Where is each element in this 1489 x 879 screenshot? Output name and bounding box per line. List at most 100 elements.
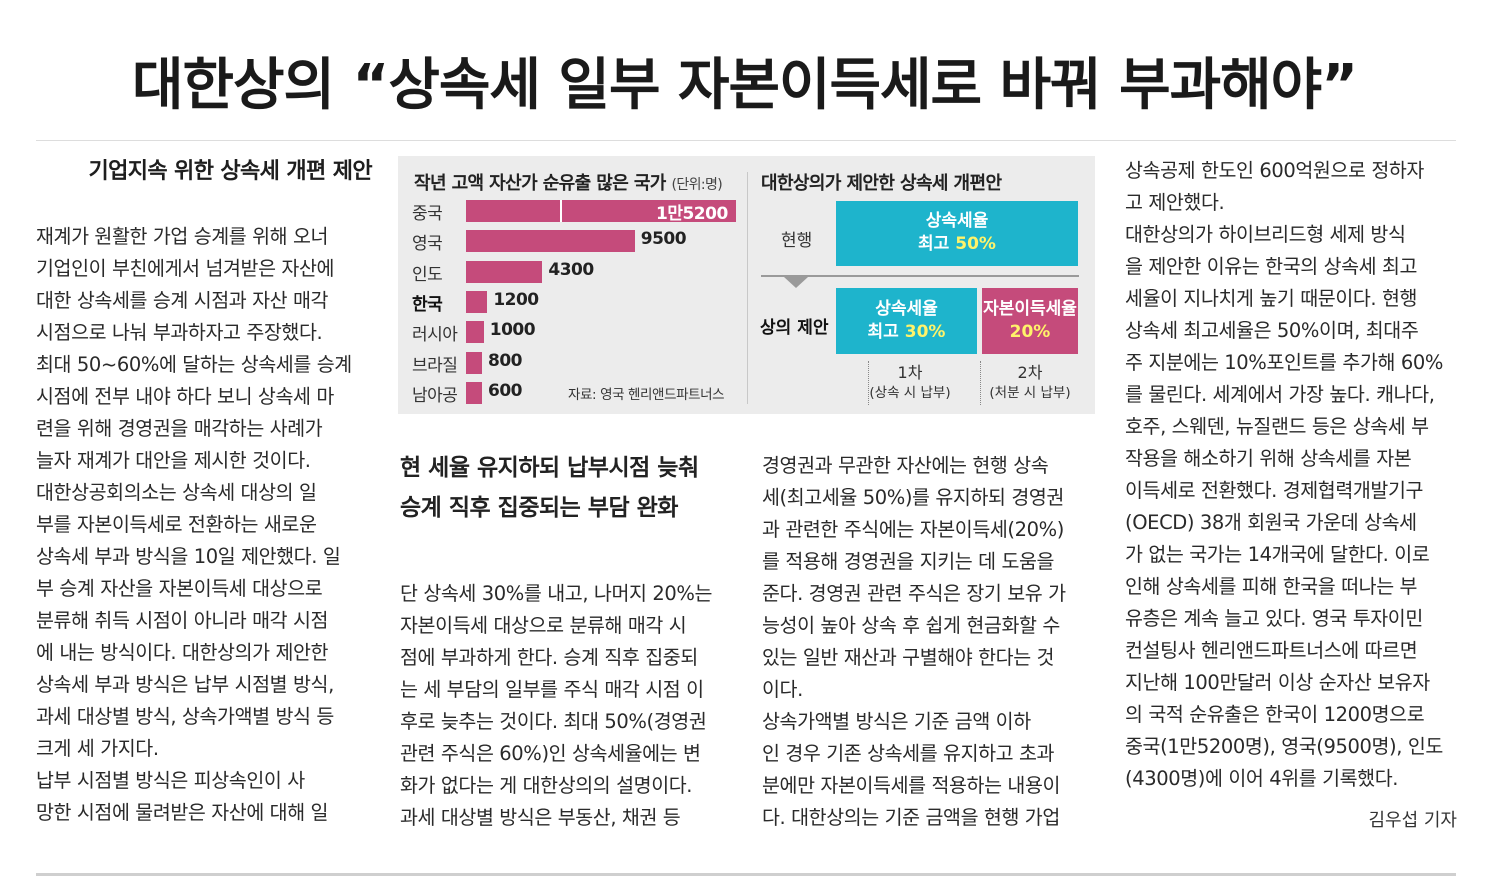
article-line: 과세 대상별 방식은 부동산, 채권 등 <box>400 806 681 829</box>
article-line: 련을 위해 경영권을 매각하는 사례가 <box>36 417 323 440</box>
article-line: 대한상의가 하이브리드형 세제 방식 <box>1125 223 1406 246</box>
article-line: 납부 시점별 방식은 피상속인이 사 <box>36 769 305 792</box>
article-line: 작용을 해소하기 위해 상속세를 자본 <box>1125 447 1412 470</box>
article-line: 의 국적 순유출은 한국이 1200명으로 <box>1125 703 1425 726</box>
article-line: 점에 부과하게 한다. 승계 직후 집중되 <box>400 646 698 669</box>
chart-title-text: 작년 고액 자산가 순유출 많은 국가 <box>414 173 666 194</box>
stage1-rate-line1: 상속세율 <box>875 299 938 319</box>
article-line: 주 지분에는 10%포인트를 추가해 60% <box>1125 351 1443 374</box>
headline: 대한상의 “상속세 일부 자본이득세로 바꿔 부과해야” <box>131 53 1358 118</box>
article-line: (4300명)에 이어 4위를 기록했다. <box>1125 767 1399 790</box>
article-line: 를 적용해 경영권을 지키는 데 도움을 <box>762 550 1055 573</box>
article-line: 고 제안했다. <box>1125 191 1225 214</box>
mid-heading-line: 승계 직후 집중되는 부담 완화 <box>400 495 678 521</box>
article-line: 호주, 스웨덴, 뉴질랜드 등은 상속세 부 <box>1125 415 1429 438</box>
stage1-sublabel: (상속 시 납부) <box>869 385 951 401</box>
article-line: 늘자 재계가 대안을 제시한 것이다. <box>36 449 311 472</box>
article-line: 세(최고세율 50%)를 유지하되 경영권 <box>762 486 1064 509</box>
current-rate-line1: 상속세율 <box>925 211 989 231</box>
bar-value-label: 1000 <box>489 320 536 341</box>
article-line: 분에만 자본이득세를 적용하는 내용이 <box>762 774 1061 797</box>
article-line: 기업인이 부친에게서 넘겨받은 자산에 <box>36 257 335 280</box>
byline: 김우섭 기자 <box>1368 810 1457 831</box>
article-line: 유층은 계속 늘고 있다. 영국 투자이민 <box>1125 607 1423 630</box>
chart-source: 자료: 영국 헨리앤드파트너스 <box>568 387 725 403</box>
article-line: 후로 늦추는 것이다. 최대 50%(경영권 <box>400 710 707 733</box>
bar-value-label: 1만5200 <box>656 204 728 224</box>
current-rate-box: 상속세율 최고 50% <box>836 201 1078 266</box>
stage1-label: 1차 (상속 시 납부) <box>860 363 960 403</box>
bar-break-mark <box>560 200 562 222</box>
bar-category-label: 남아공 <box>412 385 458 406</box>
stage1-rate-line2: 최고 30% <box>867 322 946 342</box>
article-line: 크게 세 가지다. <box>36 737 159 760</box>
article-line: (OECD) 38개 회원국 가운데 상속세 <box>1125 511 1417 534</box>
mid-heading: 현 세율 유지하되 납부시점 늦춰 승계 직후 집중되는 부담 완화 <box>400 448 740 528</box>
article-line: 재계가 원활한 가업 승계를 위해 오너 <box>36 225 329 248</box>
bar <box>466 260 543 283</box>
article-line: 컨설팅사 헨리앤드파트너스에 따르면 <box>1125 639 1418 662</box>
article-line: 이다. <box>762 678 803 701</box>
article-line: 를 물린다. 세계에서 가장 높다. 캐나다, <box>1125 383 1435 406</box>
article-line: 중국(1만5200명), 영국(9500명), 인도 <box>1125 735 1443 758</box>
proposal-label: 상의 제안 <box>760 318 829 338</box>
bar-category-label: 중국 <box>412 204 443 224</box>
stage2-rate-box: 자본이득세율 20% <box>982 288 1078 354</box>
article-line: 시점에 전부 내야 하다 보니 상속세 마 <box>36 385 334 408</box>
bar <box>466 290 488 313</box>
article-line: 최대 50~60%에 달하는 상속세를 승계 <box>36 353 352 376</box>
article-line: 대한 상속세를 승계 시점과 자산 매각 <box>36 289 329 312</box>
article-line: 인 경우 기존 상속세를 유지하고 초과 <box>762 742 1055 765</box>
mid-heading-line: 현 세율 유지하되 납부시점 늦춰 <box>400 455 699 481</box>
bar <box>466 381 482 404</box>
article-line: 상속세 부과 방식은 납부 시점별 방식, <box>36 673 334 696</box>
bar-category-label: 영국 <box>412 234 443 255</box>
current-label: 현행 <box>781 231 813 251</box>
article-line: 부를 자본이득세로 전환하는 새로운 <box>36 513 317 536</box>
article-line: 상속공제 한도인 600억원으로 정하자 <box>1125 159 1424 182</box>
article-line: 가 없는 국가는 14개국에 달한다. 이로 <box>1125 543 1430 566</box>
infographic: 작년 고액 자산가 순유출 많은 국가 (단위:명) 중국 1만5200 영국 950… <box>398 156 1095 414</box>
bar-value-label: 800 <box>488 350 523 371</box>
article-line: 단 상속세 30%를 내고, 나머지 20%는 <box>400 582 713 605</box>
bar <box>466 230 635 253</box>
down-arrow-icon <box>784 277 808 288</box>
article-line: 능성이 높아 상속 후 쉽게 현금화할 수 <box>762 614 1060 637</box>
stage2-label-text: 2차 <box>1017 363 1043 382</box>
stage1-rate-value: 30% <box>904 322 946 342</box>
chart-title: 작년 고액 자산가 순유출 많은 국가 (단위:명) <box>414 169 723 195</box>
stage-divider <box>980 361 981 405</box>
stage1-label-text: 1차 <box>897 363 923 382</box>
stage2-label: 2차 (처분 시 납부) <box>982 363 1078 403</box>
article-line: 관련 주식은 60%)인 상속세율에는 변 <box>400 742 701 765</box>
article-line: 준다. 경영권 관련 주식은 장기 보유 가 <box>762 582 1066 605</box>
stage-divider <box>868 361 869 405</box>
article-line: 있는 일반 재산과 구별해야 한다는 것 <box>762 646 1055 669</box>
bar <box>466 351 482 374</box>
article-line: 시점으로 나눠 부과하자고 주장했다. <box>36 321 323 344</box>
article-line: 부 승계 자산을 자본이득세 대상으로 <box>36 577 323 600</box>
article-line: 인해 상속세를 피해 한국을 떠나는 부 <box>1125 575 1418 598</box>
bar <box>466 200 736 222</box>
article-line: 자본이득세 대상으로 분류해 매각 시 <box>400 614 687 637</box>
bar-category-label: 인도 <box>412 264 443 285</box>
bar-value-label: 600 <box>488 380 523 401</box>
stage2-rate-value: 20% <box>1009 322 1051 342</box>
stage1-rate-box: 상속세율 최고 30% <box>836 288 977 354</box>
headline-divider <box>36 140 1456 141</box>
bar-value-label: 9500 <box>640 229 687 250</box>
bar-category-label: 브라질 <box>412 355 458 376</box>
current-rate-value: 50% <box>955 234 996 254</box>
article-line: 상속세 최고세율은 50%이며, 최대주 <box>1125 319 1419 342</box>
separator-line <box>761 275 1079 277</box>
bar-category-label: 한국 <box>412 294 443 315</box>
article-line: 대한상공회의소는 상속세 대상의 일 <box>36 481 317 504</box>
article-line: 망한 시점에 물려받은 자산에 대해 일 <box>36 801 329 824</box>
stage2-sublabel: (처분 시 납부) <box>989 385 1071 401</box>
chart-unit: (단위:명) <box>671 177 723 193</box>
article-line: 세율이 지나치게 높기 때문이다. 현행 <box>1125 287 1418 310</box>
bar-value-label: 4300 <box>548 259 594 280</box>
article-line: 과세 대상별 방식, 상속가액별 방식 등 <box>36 705 334 728</box>
article-line: 는 세 부담의 일부를 주식 매각 시점 이 <box>400 678 704 701</box>
